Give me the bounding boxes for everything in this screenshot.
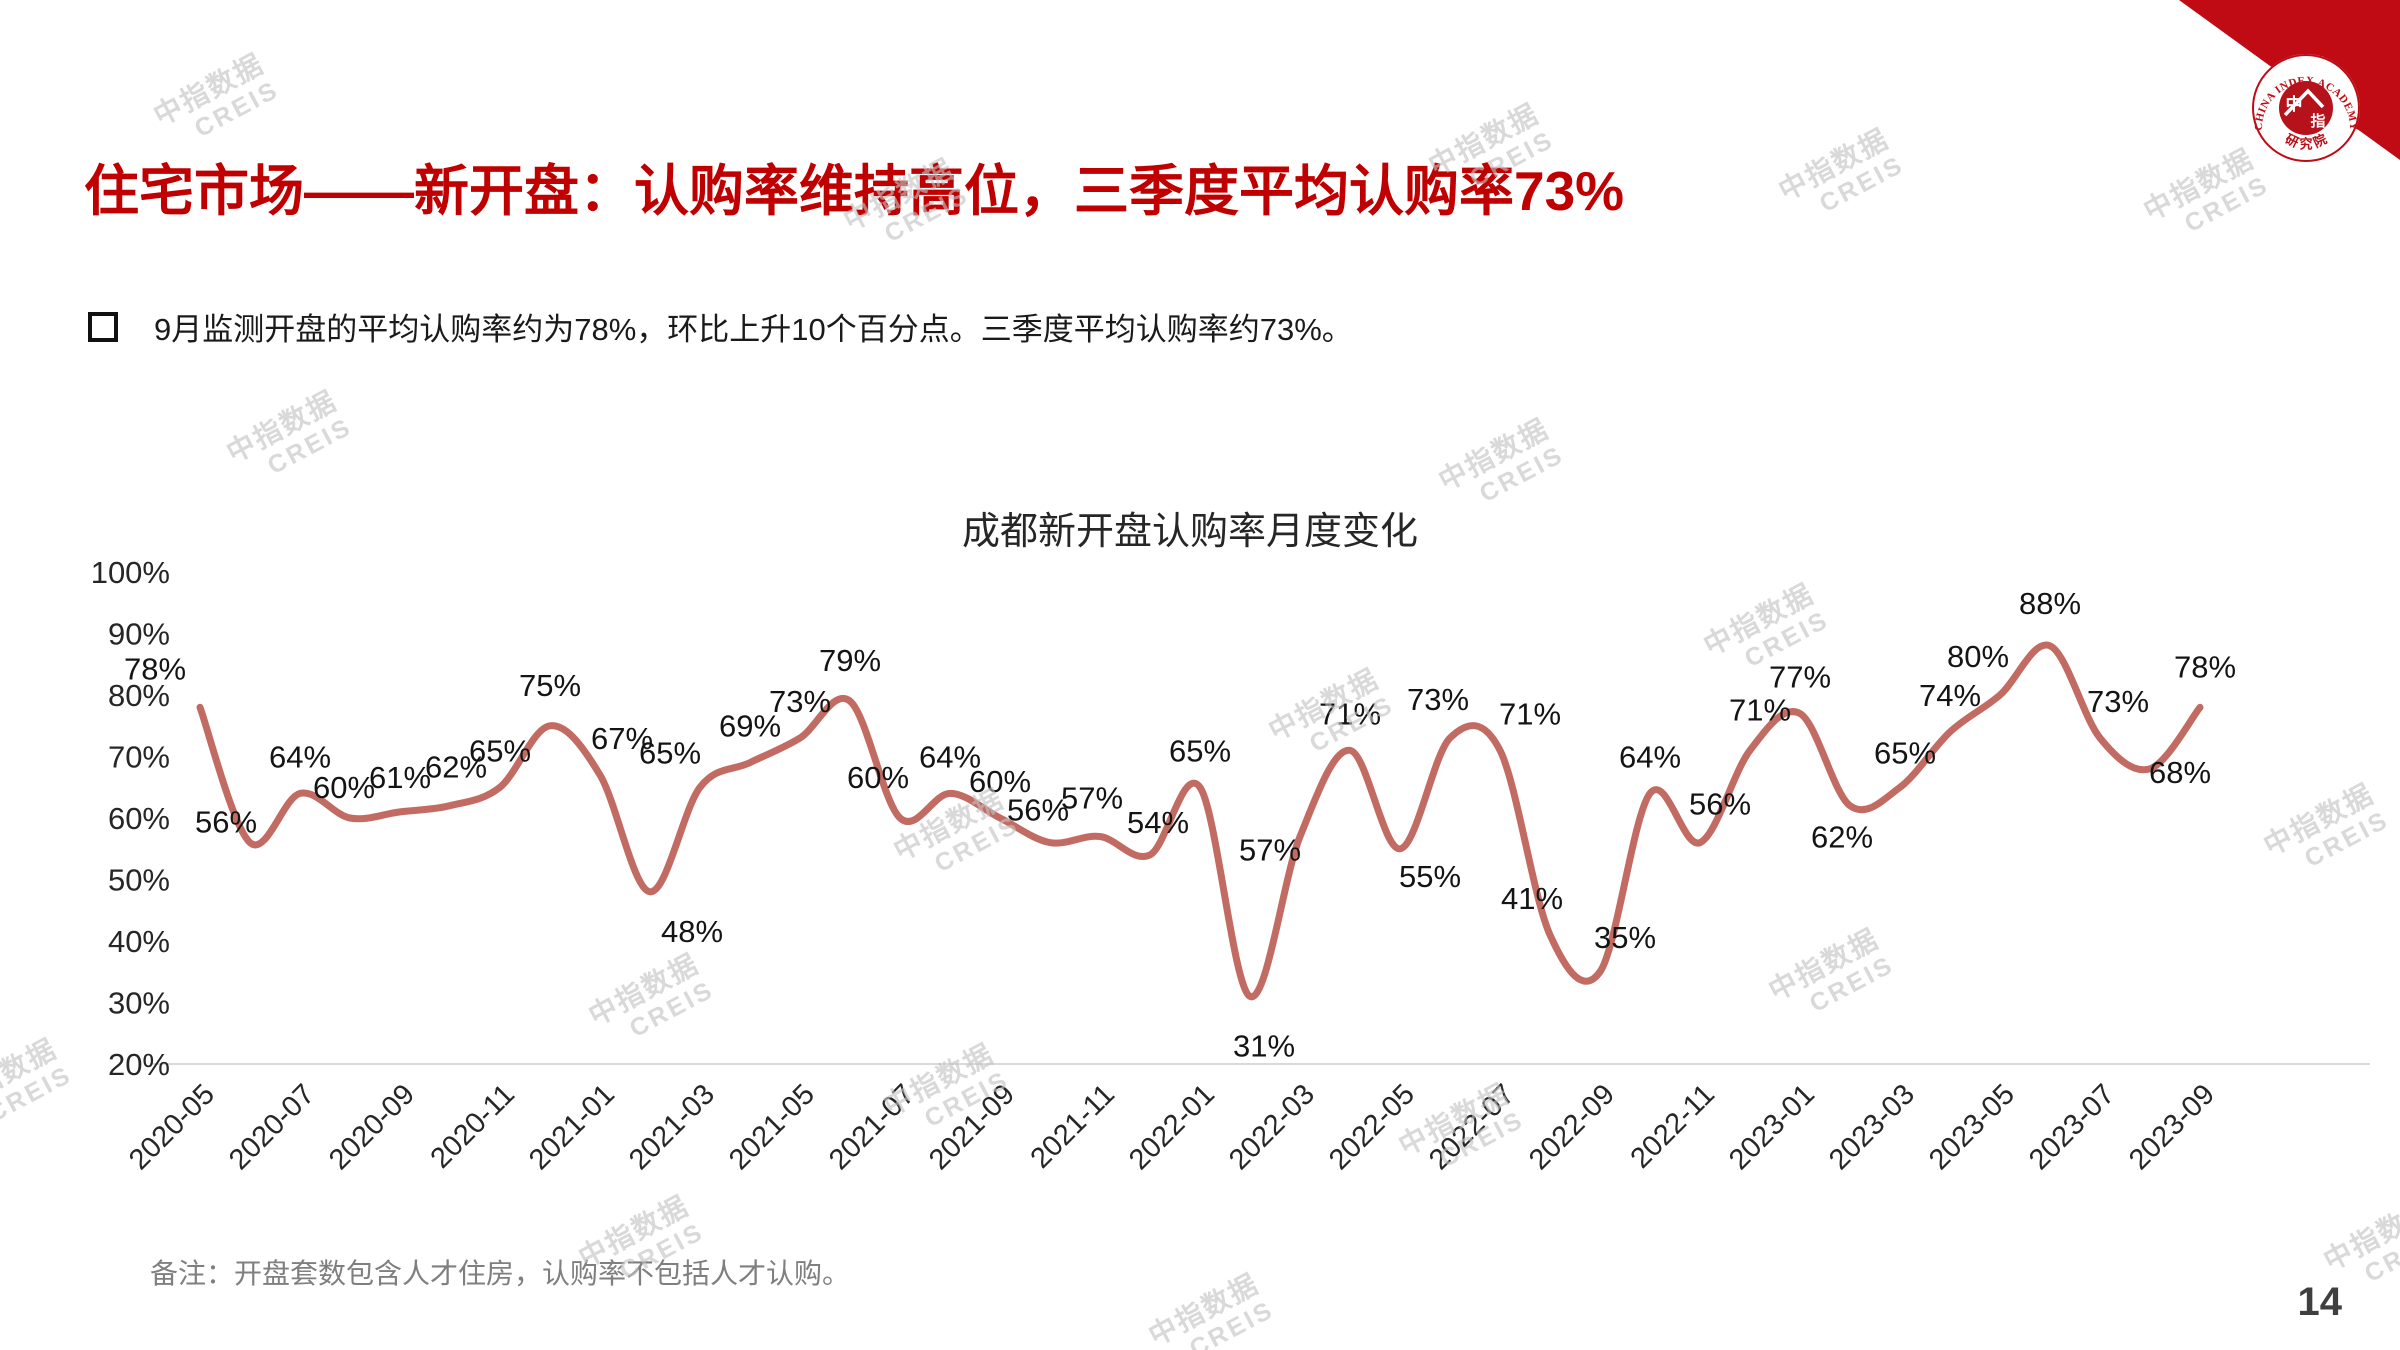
x-axis-tick-label: 2021-01 [523, 1078, 621, 1176]
data-label: 69% [719, 709, 781, 744]
y-axis-tick-label: 100% [91, 555, 170, 590]
y-axis-tick-label: 70% [108, 740, 170, 775]
y-axis-tick-label: 80% [108, 678, 170, 713]
page-title: 住宅市场——新开盘：认购率维持高位，三季度平均认购率73% [84, 160, 1625, 222]
x-axis-tick-label: 2022-01 [1123, 1078, 1221, 1176]
data-label: 75% [519, 668, 581, 703]
data-label: 57% [1239, 832, 1301, 867]
data-label: 73% [769, 684, 831, 719]
x-axis-tick-label: 2020-07 [223, 1078, 321, 1176]
y-axis-tick-label: 60% [108, 801, 170, 836]
y-axis-tick-label: 90% [108, 617, 170, 652]
data-label: 73% [1407, 682, 1469, 717]
china-index-academy-logo: CHINA INDEX ACADEMY 中 指 研 究 院 [2179, 0, 2400, 162]
bullet-row: 9月监测开盘的平均认购率约为78%，环比上升10个百分点。三季度平均认购率约73… [88, 304, 1353, 349]
x-axis-tick-label: 2022-07 [1423, 1078, 1521, 1176]
bullet-square-icon [88, 311, 118, 342]
data-label: 31% [1233, 1028, 1295, 1063]
data-label: 64% [919, 739, 981, 774]
seal-char-zhong: 中 [2286, 94, 2303, 114]
x-axis-tick-label: 2021-07 [823, 1078, 921, 1176]
data-label: 78% [124, 651, 186, 686]
data-label: 67% [591, 721, 653, 756]
data-label: 54% [1127, 805, 1189, 840]
data-label: 62% [425, 750, 487, 785]
footnote: 备注：开盘套数包含人才住房，认购率不包括人才认购。 [150, 1258, 851, 1289]
x-axis-tick-label: 2020-09 [323, 1078, 421, 1176]
data-label: 57% [1061, 780, 1123, 815]
data-label: 71% [1729, 692, 1791, 727]
data-label: 73% [2087, 684, 2149, 719]
x-axis-tick-label: 2021-03 [623, 1078, 721, 1176]
seal-ring [2252, 54, 2360, 162]
data-label: 74% [1919, 678, 1981, 713]
x-axis-tick-label: 2023-09 [2123, 1078, 2221, 1176]
seal-peak-icon [2283, 88, 2325, 117]
page-number: 14 [2297, 1280, 2343, 1324]
data-label: 60% [847, 760, 909, 795]
seal-char-zhi: 指 [2310, 112, 2325, 130]
data-label: 79% [819, 643, 881, 678]
chart-title: 成都新开盘认购率月度变化 [961, 511, 1418, 553]
x-axis-tick-label: 2023-03 [1823, 1078, 1921, 1176]
seal-center-disc [2279, 81, 2333, 135]
y-axis-tick-label: 40% [108, 924, 170, 959]
x-axis-tick-label: 2022-05 [1323, 1078, 1421, 1176]
seal-bottom-text: 研 究 院 [2283, 131, 2329, 151]
y-axis-tick-label: 50% [108, 863, 170, 898]
bullet-text: 9月监测开盘的平均认购率约为78%，环比上升10个百分点。三季度平均认购率约73… [154, 312, 1353, 347]
data-label: 77% [1769, 659, 1831, 694]
data-label: 41% [1501, 881, 1563, 916]
x-axis-tick-label: 2020-05 [123, 1078, 221, 1176]
x-axis-tick-label: 2022-03 [1223, 1078, 1321, 1176]
x-axis-tick-label: 2021-11 [1025, 1078, 1121, 1174]
x-axis-tick-label: 2023-05 [1923, 1078, 2021, 1176]
data-label: 62% [1811, 820, 1873, 855]
data-label: 61% [369, 760, 431, 795]
data-label: 56% [1007, 793, 1069, 828]
data-label: 68% [2149, 755, 2211, 790]
x-axis-tick-label: 2022-11 [1625, 1078, 1721, 1174]
x-axis-tick-label: 2021-05 [723, 1078, 821, 1176]
x-axis-tick-label: 2020-11 [425, 1078, 521, 1174]
data-label: 35% [1594, 920, 1656, 955]
data-label: 48% [661, 914, 723, 949]
data-label: 65% [639, 735, 701, 770]
subscription-rate-line [196, 641, 2204, 1000]
data-label: 56% [195, 805, 257, 840]
data-label: 60% [313, 770, 375, 805]
data-label: 64% [1619, 739, 1681, 774]
x-axis-tick-label: 2022-09 [1523, 1078, 1621, 1176]
data-label: 65% [1874, 735, 1936, 770]
data-label: 56% [1689, 787, 1751, 822]
data-label: 80% [1947, 639, 2009, 674]
y-axis-tick-label: 20% [108, 1047, 170, 1082]
data-label: 65% [469, 733, 531, 768]
x-axis-tick-label: 2023-07 [2023, 1078, 2121, 1176]
data-label: 78% [2174, 649, 2236, 684]
data-label: 88% [2019, 586, 2081, 621]
data-label: 55% [1399, 859, 1461, 894]
data-label: 64% [269, 739, 331, 774]
data-label: 60% [969, 764, 1031, 799]
data-label: 71% [1499, 696, 1561, 731]
x-axis-tick-label: 2023-01 [1723, 1078, 1821, 1176]
y-axis-tick-label: 30% [108, 986, 170, 1021]
x-axis-tick-label: 2021-09 [923, 1078, 1021, 1176]
data-label: 65% [1169, 733, 1231, 768]
data-label: 71% [1319, 696, 1381, 731]
